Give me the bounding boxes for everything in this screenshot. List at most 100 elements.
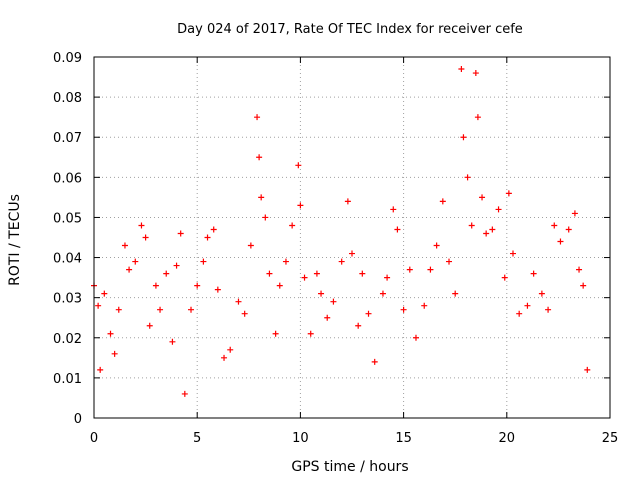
y-tick-label: 0 bbox=[74, 412, 82, 427]
data-point bbox=[318, 290, 325, 297]
data-point bbox=[489, 226, 496, 233]
data-point bbox=[101, 290, 108, 297]
data-point bbox=[282, 258, 289, 265]
x-tick-label: 0 bbox=[90, 431, 98, 446]
data-point bbox=[365, 310, 372, 317]
data-point bbox=[452, 290, 459, 297]
y-tick-label: 0.04 bbox=[53, 252, 82, 267]
data-point bbox=[479, 194, 486, 201]
data-point bbox=[458, 66, 465, 73]
data-point bbox=[446, 258, 453, 265]
x-tick-label: 25 bbox=[602, 431, 619, 446]
data-point bbox=[115, 306, 122, 313]
data-point bbox=[297, 202, 304, 209]
data-point bbox=[344, 198, 351, 205]
data-point bbox=[557, 238, 564, 245]
data-point bbox=[551, 222, 558, 229]
y-tick-label: 0.08 bbox=[53, 91, 82, 106]
data-point bbox=[194, 282, 201, 289]
data-point bbox=[330, 298, 337, 305]
y-tick-label: 0.09 bbox=[53, 51, 82, 66]
data-point bbox=[313, 270, 320, 277]
y-tick-label: 0.03 bbox=[53, 292, 82, 307]
y-tick-label: 0.01 bbox=[53, 372, 82, 387]
data-point bbox=[111, 350, 118, 357]
data-point bbox=[177, 230, 184, 237]
data-point bbox=[516, 310, 523, 317]
data-point bbox=[126, 266, 133, 273]
data-point bbox=[97, 366, 104, 373]
data-point bbox=[412, 334, 419, 341]
x-tick-label: 10 bbox=[292, 431, 309, 446]
y-tick-label: 0.06 bbox=[53, 171, 82, 186]
data-point bbox=[235, 298, 242, 305]
data-point bbox=[524, 302, 531, 309]
data-point bbox=[272, 330, 279, 337]
data-point bbox=[163, 270, 170, 277]
data-point bbox=[433, 242, 440, 249]
data-point bbox=[464, 174, 471, 181]
data-point bbox=[509, 250, 516, 257]
data-point bbox=[474, 114, 481, 121]
data-point bbox=[266, 270, 273, 277]
data-point bbox=[289, 222, 296, 229]
data-point bbox=[472, 70, 479, 77]
data-point bbox=[152, 282, 159, 289]
data-points bbox=[91, 66, 591, 397]
data-point bbox=[210, 226, 217, 233]
plot-frame bbox=[93, 56, 611, 419]
data-point bbox=[584, 366, 591, 373]
x-tick-label: 20 bbox=[499, 431, 516, 446]
data-point bbox=[142, 234, 149, 241]
y-axis-label: ROTI / TECUs bbox=[7, 194, 23, 286]
data-point bbox=[254, 114, 261, 121]
data-point bbox=[421, 302, 428, 309]
data-point bbox=[262, 214, 269, 221]
data-point bbox=[371, 358, 378, 365]
data-point bbox=[460, 134, 467, 141]
data-point bbox=[565, 226, 572, 233]
data-point bbox=[324, 314, 331, 321]
data-point bbox=[468, 222, 475, 229]
y-tick-labels: 0 0.01 0.02 0.03 0.04 0.05 0.06 0.07 0.08 0.09 bbox=[53, 51, 82, 427]
data-point bbox=[379, 290, 386, 297]
data-point bbox=[107, 330, 114, 337]
data-point bbox=[501, 274, 508, 281]
data-point bbox=[400, 306, 407, 313]
data-point bbox=[505, 190, 512, 197]
data-point bbox=[221, 354, 228, 361]
data-point bbox=[227, 346, 234, 353]
data-point bbox=[132, 258, 139, 265]
data-point bbox=[307, 330, 314, 337]
data-point bbox=[538, 290, 545, 297]
data-point bbox=[495, 206, 502, 213]
data-point bbox=[530, 270, 537, 277]
data-point bbox=[394, 226, 401, 233]
y-tick-label: 0.07 bbox=[53, 131, 82, 146]
data-point bbox=[349, 250, 355, 257]
data-point bbox=[338, 258, 345, 265]
data-point bbox=[138, 222, 145, 229]
data-point bbox=[188, 306, 195, 313]
data-point bbox=[241, 310, 248, 317]
data-point bbox=[121, 242, 128, 249]
data-point bbox=[276, 282, 283, 289]
data-point bbox=[200, 258, 207, 265]
data-point bbox=[406, 266, 413, 273]
grid-lines bbox=[94, 57, 610, 418]
y-tick-label: 0.05 bbox=[53, 211, 82, 226]
data-point bbox=[173, 262, 180, 269]
data-point bbox=[204, 234, 211, 241]
data-point bbox=[247, 242, 254, 249]
chart-title: Day 024 of 2017, Rate Of TEC Index for r… bbox=[177, 22, 523, 37]
data-point bbox=[301, 274, 308, 281]
x-axis-label: GPS time / hours bbox=[291, 459, 408, 475]
data-point bbox=[295, 162, 302, 169]
data-point bbox=[427, 266, 434, 273]
axis-ticks bbox=[93, 56, 611, 419]
data-point bbox=[576, 266, 583, 273]
data-point bbox=[359, 270, 366, 277]
x-tick-label: 5 bbox=[193, 431, 201, 446]
y-tick-label: 0.02 bbox=[53, 332, 82, 347]
